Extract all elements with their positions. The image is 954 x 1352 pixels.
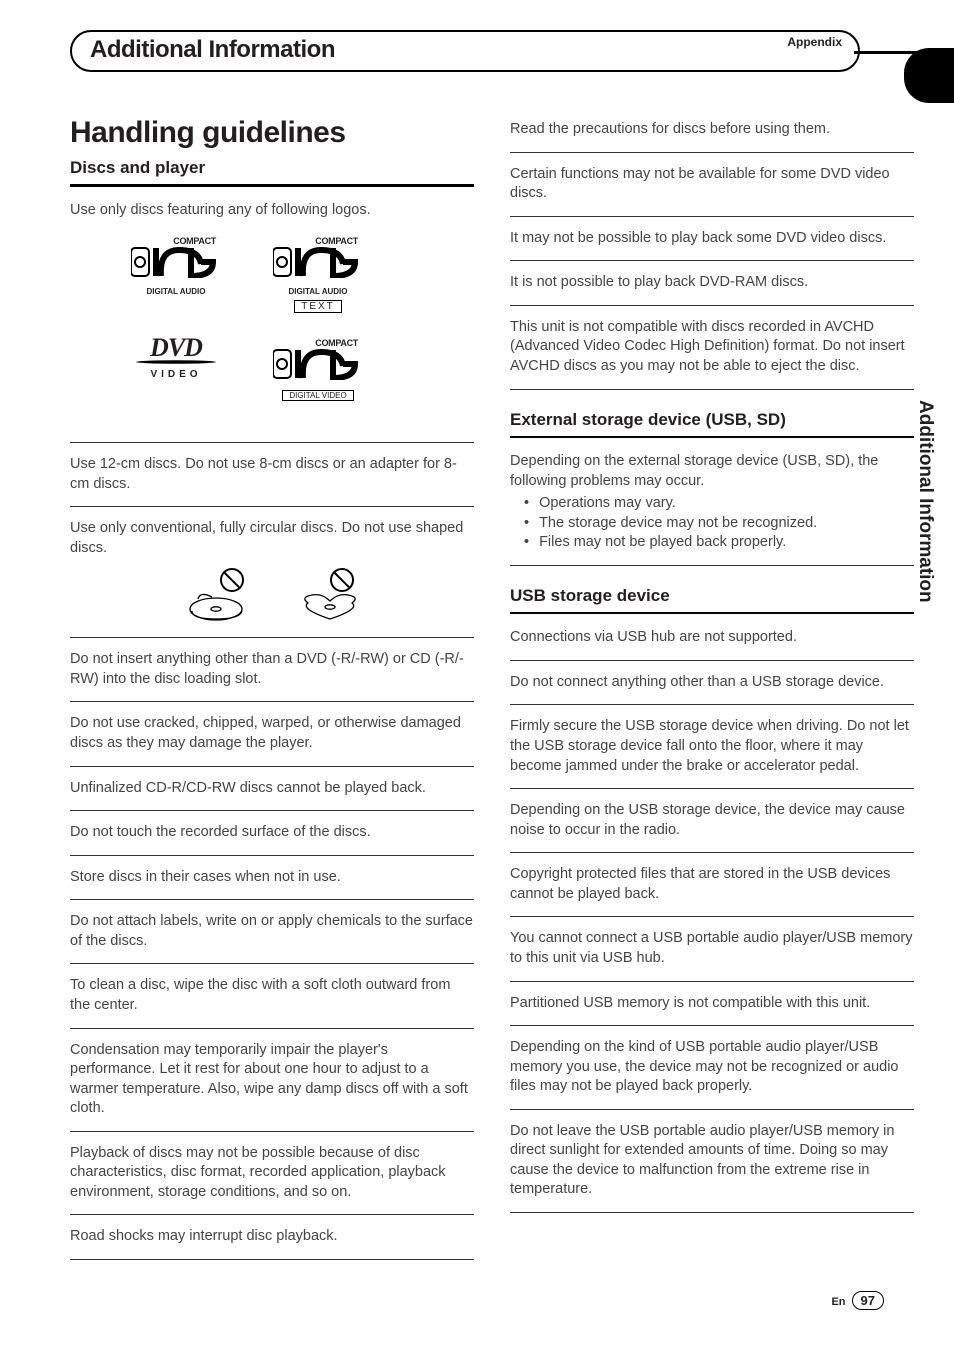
text-dvdram: It is not possible to play back DVD-RAM …: [510, 269, 914, 297]
section-title: Additional Information: [90, 36, 840, 64]
left-column: Handling guidelines Discs and player Use…: [70, 116, 474, 1268]
text-usb-noise: Depending on the USB storage device, the…: [510, 797, 914, 844]
page-footer: En 97: [831, 1291, 884, 1310]
compact-disc-digital-video-logo: COMPACT DIGITAL VIDEO: [272, 338, 364, 410]
main-heading: Handling guidelines: [70, 116, 474, 150]
right-column: Read the precautions for discs before us…: [510, 116, 914, 1268]
text-circular: Use only conventional, fully circular di…: [70, 515, 474, 562]
text-avchd: This unit is not compatible with discs r…: [510, 314, 914, 381]
side-tab: [904, 48, 954, 103]
text-insert: Do not insert anything other than a DVD …: [70, 646, 474, 693]
compact-disc-text-logo: COMPACT DIGITAL AUDIO TEXT: [272, 236, 364, 308]
text-usb-sunlight: Do not leave the USB portable audio play…: [510, 1118, 914, 1204]
bullet-3: Files may not be played back properly.: [539, 533, 786, 553]
sub-heading-usb: USB storage device: [510, 586, 914, 606]
logos-row-1: COMPACT DIGITAL AUDIO COMPACT: [70, 224, 474, 320]
compact-disc-audio-logo: COMPACT DIGITAL AUDIO: [130, 236, 222, 308]
text-usb-hub: Connections via USB hub are not supporte…: [510, 624, 914, 652]
text-touch: Do not touch the recorded surface of the…: [70, 819, 474, 847]
bullet-2: The storage device may not be recognized…: [539, 514, 817, 534]
page-number: 97: [852, 1291, 884, 1310]
text-usb-partition: Partitioned USB memory is not compatible…: [510, 990, 914, 1018]
text-cases: Store discs in their cases when not in u…: [70, 864, 474, 892]
text-functions: Certain functions may not be available f…: [510, 161, 914, 208]
section-header: Additional Information: [70, 30, 860, 72]
text-playback: Playback of discs may not be possible be…: [70, 1140, 474, 1207]
sub-heading-external: External storage device (USB, SD): [510, 410, 914, 430]
text-notpossible: It may not be possible to play back some…: [510, 225, 914, 253]
text-condensation: Condensation may temporarily impair the …: [70, 1037, 474, 1123]
text-12cm: Use 12-cm discs. Do not use 8-cm discs o…: [70, 451, 474, 498]
text-usb-copyright: Copyright protected files that are store…: [510, 861, 914, 908]
text-usb-kind: Depending on the kind of USB portable au…: [510, 1034, 914, 1101]
sub-heading-discs: Discs and player: [70, 158, 474, 178]
text-clean: To clean a disc, wipe the disc with a so…: [70, 972, 474, 1019]
lang-label: En: [831, 1296, 845, 1308]
shaped-discs-illustration: [70, 562, 474, 629]
text-usb-portable: You cannot connect a USB portable audio …: [510, 925, 914, 972]
text-usb-other: Do not connect anything other than a USB…: [510, 669, 914, 697]
text-usb-secure: Firmly secure the USB storage device whe…: [510, 713, 914, 780]
intro-text: Use only discs featuring any of followin…: [70, 197, 474, 225]
bullet-1: Operations may vary.: [539, 494, 676, 514]
text-unfinalized: Unfinalized CD-R/CD-RW discs cannot be p…: [70, 775, 474, 803]
dvd-video-logo: DVD VIDEO: [130, 338, 222, 410]
text-precautions: Read the precautions for discs before us…: [510, 116, 914, 144]
text-labels: Do not attach labels, write on or apply …: [70, 908, 474, 955]
text-cracked: Do not use cracked, chipped, warped, or …: [70, 710, 474, 757]
text-roadshocks: Road shocks may interrupt disc playback.: [70, 1223, 474, 1251]
text-ext-intro: Depending on the external storage device…: [510, 448, 914, 557]
side-section-label: Additional Information: [914, 400, 936, 603]
logos-row-2: DVD VIDEO COMPACT DIGITAL VIDEO: [70, 320, 474, 422]
